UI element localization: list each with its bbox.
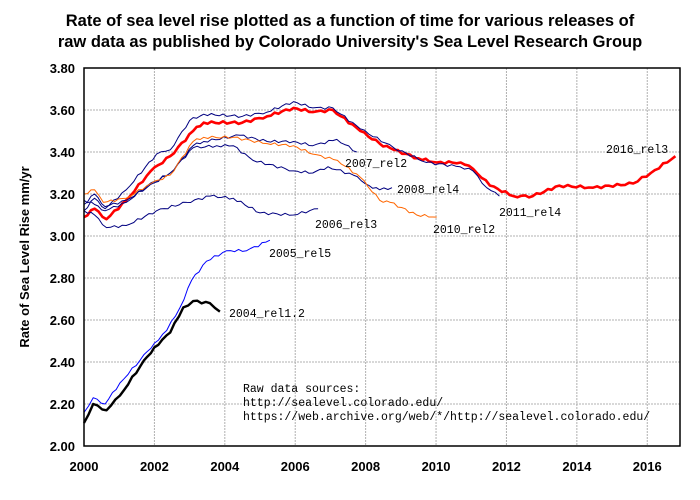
series-label-2016_rel3: 2016_rel3: [606, 144, 668, 157]
series-line-2007_rel2: [83, 134, 357, 208]
series-line-2006_rel3: [83, 194, 319, 229]
annotation-line-1: Raw data sources:: [243, 383, 360, 396]
y-tick-label: 2.20: [50, 397, 75, 412]
chart-title-line-2: raw data as published by Colorado Univer…: [57, 33, 643, 51]
series-line-2008_rel4: [83, 144, 393, 212]
x-tick-label: 2002: [140, 459, 169, 474]
series-line-2005_rel5: [83, 239, 271, 413]
annotation-line-3: https://web.archive.org/web/*/http://sea…: [243, 411, 650, 424]
x-tick-label: 2006: [281, 459, 310, 474]
y-tick-label: 3.40: [50, 145, 75, 160]
plot-frame: [83, 67, 681, 447]
x-tick-label: 2000: [70, 459, 99, 474]
y-tick-label: 2.80: [50, 271, 75, 286]
x-tick-label: 2016: [633, 459, 662, 474]
x-tick-label: 2014: [562, 459, 592, 474]
series-line-2011_rel4: [83, 101, 500, 212]
series-label-2010_rel2: 2010_rel2: [433, 224, 495, 237]
y-tick-label: 3.00: [50, 229, 75, 244]
y-axis-label: Rate of Sea Level Rise mm/yr: [17, 166, 32, 347]
series-line-2010_rel2: [83, 135, 437, 218]
series-label-2011_rel4: 2011_rel4: [499, 207, 561, 220]
y-tick-label: 3.80: [50, 61, 75, 76]
series-label-2006_rel3: 2006_rel3: [315, 219, 377, 232]
x-tick-label: 2012: [492, 459, 521, 474]
series-label-2007_rel2: 2007_rel2: [345, 158, 407, 171]
series-label-2008_rel4: 2008_rel4: [397, 184, 459, 197]
y-tick-label: 3.20: [50, 187, 75, 202]
series-line-2016_rel3: [83, 106, 677, 221]
y-tick-label: 3.60: [50, 103, 75, 118]
x-tick-label: 2010: [422, 459, 451, 474]
series-line-2004_rel1.2: [82, 299, 221, 424]
annotation-line-2: http://sealevel.colorado.edu/: [243, 397, 443, 410]
y-tick-label: 2.00: [50, 439, 75, 454]
series-label-2005_rel5: 2005_rel5: [269, 248, 331, 261]
y-tick-label: 2.60: [50, 313, 75, 328]
series-label-2004_rel1.2: 2004_rel1.2: [229, 308, 305, 321]
y-tick-label: 2.40: [50, 355, 75, 370]
chart-title-line-1: Rate of sea level rise plotted as a func…: [65, 12, 635, 30]
x-tick-label: 2008: [351, 459, 380, 474]
x-tick-label: 2004: [210, 459, 240, 474]
